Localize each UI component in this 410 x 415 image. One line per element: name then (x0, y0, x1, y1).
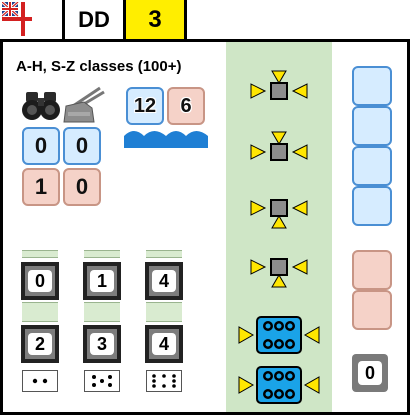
stat-box: 0 (63, 127, 101, 165)
header-divider (184, 0, 187, 42)
die-box (84, 370, 120, 392)
arc-icons (238, 70, 320, 404)
dice-pips (152, 374, 176, 388)
die-box (22, 370, 58, 392)
slot-strip (22, 302, 58, 322)
header-divider (123, 0, 126, 42)
binoculars-icon (22, 92, 60, 120)
stat-box: 0 (63, 168, 101, 206)
damage-box (352, 250, 392, 290)
gun-box: 2 (21, 325, 59, 363)
torpedo-mount-icon (238, 366, 320, 404)
ship-classes: A-H, S-Z classes (100+) (16, 58, 182, 75)
card-header: DD 3 (0, 0, 410, 42)
stat-box: 1 (22, 168, 60, 206)
damage-box (352, 106, 392, 146)
arc-marker (250, 70, 308, 100)
gun-box: 1 (83, 262, 121, 300)
damage-box (352, 290, 392, 330)
slot-strip (146, 250, 182, 258)
gun-value: 0 (28, 270, 52, 292)
ship-type-label: DD (78, 6, 110, 32)
damage-box (352, 186, 392, 226)
dice-pips (32, 378, 48, 384)
damage-box (352, 146, 392, 186)
arc-marker (250, 258, 308, 288)
flak-value: 0 (358, 361, 382, 385)
arc-marker (250, 199, 308, 229)
header-divider (62, 0, 65, 42)
flak-box: 0 (352, 354, 388, 392)
gun-value: 4 (152, 333, 176, 355)
torpedo-mount-icon (238, 316, 320, 354)
stat-box: 0 (22, 127, 60, 165)
gun-value: 2 (28, 333, 52, 355)
naval-gun-icon (63, 86, 105, 123)
gun-value: 4 (152, 270, 176, 292)
slot-strip (146, 302, 182, 322)
damage-box (352, 66, 392, 106)
ship-value-badge: 3 (126, 0, 184, 39)
rating-box: 6 (167, 87, 205, 125)
slot-strip (22, 250, 58, 258)
rating-box: 12 (126, 87, 164, 125)
sea-waves-icon (124, 131, 208, 148)
gun-value: 1 (90, 270, 114, 292)
gun-box: 3 (83, 325, 121, 363)
gun-value: 3 (90, 333, 114, 355)
card-frame (0, 42, 410, 415)
slot-strip (84, 250, 120, 258)
white-ensign-icon (2, 2, 32, 36)
dice-pips (92, 375, 112, 387)
gun-box: 0 (21, 262, 59, 300)
gun-box: 4 (145, 325, 183, 363)
arc-marker (250, 131, 308, 161)
die-box (146, 370, 182, 392)
slot-strip (84, 302, 120, 322)
gun-box: 4 (145, 262, 183, 300)
